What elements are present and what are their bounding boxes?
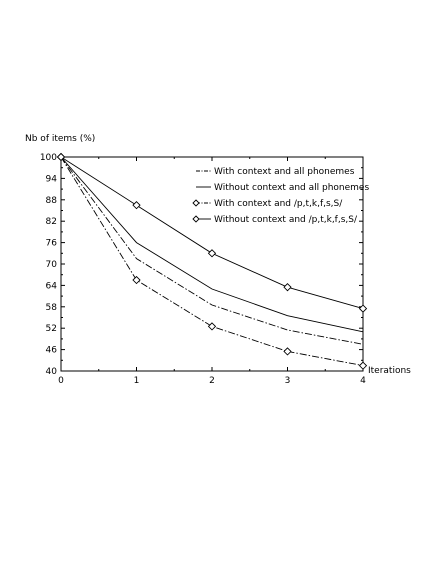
x-tick-label: 0 <box>58 376 64 386</box>
y-tick-label: 88 <box>46 196 58 206</box>
axes: 40 46 52 58 64 70 76 82 88 94 100 0 1 2 3 4 Nb of items … <box>25 134 411 386</box>
legend-entry: Without context and all phonemes <box>196 183 369 193</box>
y-tick-label: 64 <box>46 281 58 291</box>
y-tick-label: 70 <box>46 260 58 270</box>
data-point <box>358 304 368 313</box>
legend-entry: Without context and /p,t,k,f,s,S/ <box>192 215 358 225</box>
y-tick-label: 76 <box>46 239 58 249</box>
series-1 <box>60 156 364 345</box>
x-axis-label: Iterations <box>368 366 411 376</box>
series-2 <box>60 156 364 333</box>
y-tick-label: 52 <box>46 324 57 334</box>
legend-label: Without context and /p,t,k,f,s,S/ <box>214 215 358 225</box>
legend-marker <box>192 215 200 223</box>
legend: With context and all phonemes Without con… <box>192 167 369 225</box>
series-lines <box>56 152 368 370</box>
legend-marker <box>192 199 200 207</box>
series-4 <box>56 152 368 313</box>
series-line <box>60 156 364 310</box>
data-point <box>132 201 141 210</box>
legend-entry: With context and /p,t,k,f,s,S/ <box>192 199 343 209</box>
y-tick-label: 94 <box>46 174 58 184</box>
legend-entry: With context and all phonemes <box>196 167 355 177</box>
x-tick-label: 1 <box>134 376 140 386</box>
y-tick-label: 100 <box>40 153 57 163</box>
x-tick-label: 3 <box>285 376 291 386</box>
series-line <box>60 156 364 345</box>
x-tick-label: 4 <box>360 376 366 386</box>
data-point <box>56 152 66 162</box>
y-tick-label: 46 <box>46 346 58 356</box>
legend-label: With context and all phonemes <box>214 167 355 177</box>
y-tick-label: 40 <box>46 367 58 377</box>
series-line <box>60 156 364 333</box>
legend-label: Without context and all phonemes <box>214 183 369 193</box>
series-line <box>60 156 364 367</box>
data-point <box>358 361 368 370</box>
x-tick-label: 2 <box>209 376 215 386</box>
legend-label: With context and /p,t,k,f,s,S/ <box>214 199 343 209</box>
data-point <box>207 322 217 331</box>
data-point <box>283 347 292 356</box>
data-point <box>283 283 292 292</box>
data-point <box>207 249 217 258</box>
data-point <box>132 275 141 285</box>
y-tick-label: 58 <box>46 303 58 313</box>
y-tick-label: 82 <box>46 217 57 227</box>
y-axis-label: Nb of items (%) <box>25 134 95 144</box>
